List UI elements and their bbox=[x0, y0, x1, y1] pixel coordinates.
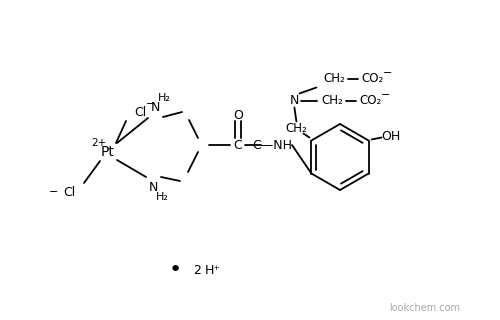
Text: OH: OH bbox=[381, 130, 400, 143]
Text: CH₂: CH₂ bbox=[324, 72, 345, 85]
Text: •: • bbox=[168, 260, 181, 280]
Text: −: − bbox=[380, 90, 390, 100]
Text: −: − bbox=[50, 187, 58, 197]
Text: N: N bbox=[148, 180, 158, 194]
Text: Cl: Cl bbox=[63, 186, 75, 198]
Text: Pt: Pt bbox=[101, 145, 115, 159]
Text: CH₂: CH₂ bbox=[322, 94, 344, 107]
Text: O: O bbox=[233, 108, 243, 122]
Text: H₂: H₂ bbox=[156, 192, 168, 202]
Text: CH₂: CH₂ bbox=[286, 122, 308, 135]
Text: N: N bbox=[290, 94, 299, 107]
Text: C—NH: C—NH bbox=[252, 139, 292, 151]
Text: H⁺: H⁺ bbox=[205, 263, 221, 276]
Text: −: − bbox=[382, 68, 392, 77]
Text: N: N bbox=[150, 100, 160, 114]
Text: CO₂: CO₂ bbox=[362, 72, 384, 85]
Text: −: − bbox=[146, 99, 156, 109]
Text: lookchem.com: lookchem.com bbox=[390, 303, 460, 313]
Text: CO₂: CO₂ bbox=[360, 94, 382, 107]
Text: 2+: 2+ bbox=[92, 138, 106, 148]
Text: Cl: Cl bbox=[134, 106, 146, 118]
Text: C: C bbox=[234, 139, 242, 151]
Text: 2: 2 bbox=[193, 263, 201, 276]
Text: H₂: H₂ bbox=[158, 93, 170, 103]
